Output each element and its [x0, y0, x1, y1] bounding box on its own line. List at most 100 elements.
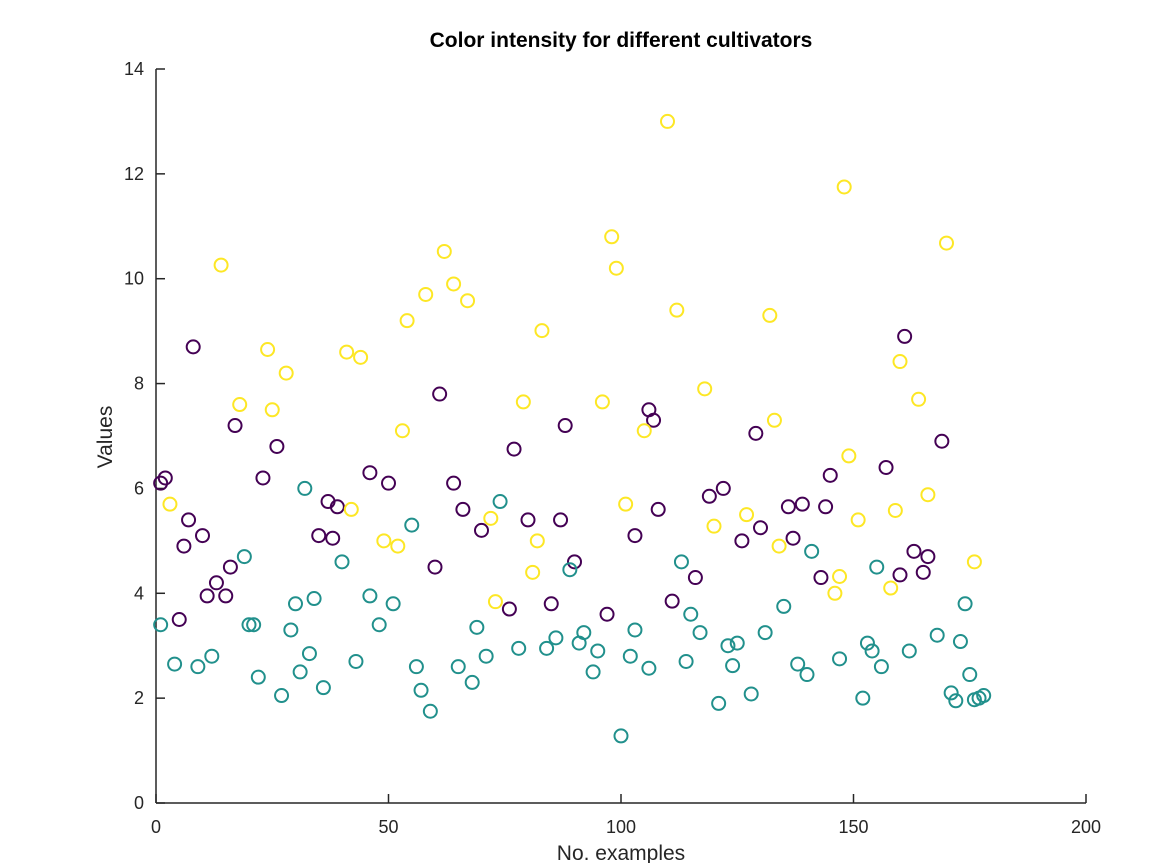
data-point: [408, 659, 424, 675]
data-point: [190, 659, 206, 675]
data-point: [167, 656, 183, 672]
data-point: [762, 307, 778, 323]
y-tick-label: 0: [134, 793, 144, 813]
data-point: [348, 653, 364, 669]
data-point: [464, 674, 480, 690]
data-point: [939, 235, 954, 251]
data-point: [204, 648, 220, 664]
data-point: [785, 530, 801, 546]
data-point: [836, 179, 852, 195]
data-point: [515, 394, 531, 410]
data-point: [892, 354, 908, 370]
x-tick-label: 200: [1071, 817, 1101, 837]
data-point: [362, 588, 378, 604]
data-point: [576, 625, 592, 641]
data-point: [288, 596, 303, 612]
y-tick-label: 12: [124, 164, 144, 184]
data-point: [646, 412, 662, 428]
data-point: [474, 522, 489, 538]
data-point: [548, 630, 564, 646]
data-point: [478, 648, 494, 664]
data-point: [697, 381, 713, 397]
data-point: [525, 564, 541, 580]
data-point: [757, 625, 773, 641]
data-point: [483, 510, 499, 526]
data-point: [669, 302, 685, 318]
data-point: [920, 487, 936, 503]
data-point: [920, 549, 936, 565]
data-point: [678, 653, 694, 669]
y-tick-label: 8: [134, 374, 144, 394]
data-point: [743, 686, 759, 702]
data-point: [948, 693, 964, 709]
y-tick-label: 14: [124, 59, 144, 79]
data-point: [311, 528, 327, 544]
series-2: [153, 480, 992, 744]
data-point: [339, 344, 355, 360]
data-point: [650, 501, 666, 517]
data-point: [687, 570, 703, 586]
data-point: [627, 622, 643, 638]
data-point: [185, 339, 201, 355]
data-point: [729, 635, 745, 651]
series-1: [153, 328, 950, 627]
data-point: [306, 591, 322, 607]
data-point: [585, 664, 601, 680]
data-point: [539, 640, 555, 656]
data-point: [952, 634, 968, 650]
data-point: [966, 554, 982, 570]
data-point: [232, 397, 248, 413]
data-point: [832, 651, 848, 667]
data-point: [171, 612, 187, 627]
data-point: [608, 260, 624, 276]
data-point: [264, 402, 280, 418]
data-point: [427, 559, 443, 575]
data-point: [911, 391, 927, 407]
data-point: [790, 656, 806, 672]
data-point: [557, 418, 573, 434]
data-point: [887, 502, 903, 518]
data-point: [832, 569, 848, 585]
data-point: [227, 418, 243, 434]
data-point: [208, 575, 224, 591]
x-tick-label: 50: [378, 817, 398, 837]
data-point: [794, 496, 810, 512]
data-point: [199, 588, 215, 604]
data-point: [506, 441, 522, 457]
data-point: [432, 386, 448, 402]
data-point: [720, 638, 736, 654]
data-point: [422, 703, 438, 719]
data-point: [362, 465, 378, 481]
data-point: [748, 425, 764, 441]
data-point: [553, 512, 569, 528]
data-point: [292, 664, 308, 680]
data-point: [780, 499, 796, 515]
data-point: [776, 598, 792, 614]
data-point: [301, 646, 317, 662]
data-point: [450, 659, 466, 675]
data-point: [520, 512, 536, 528]
data-point: [613, 728, 629, 744]
data-point: [269, 438, 285, 454]
data-point: [929, 627, 945, 643]
data-point: [334, 554, 350, 570]
data-point: [813, 570, 829, 586]
data-point: [664, 593, 680, 609]
data-point: [213, 257, 229, 273]
data-point: [413, 682, 429, 698]
data-point: [218, 588, 234, 604]
data-point: [827, 585, 843, 601]
data-point: [864, 643, 880, 659]
data-point: [162, 496, 178, 512]
y-tick-label: 2: [134, 688, 144, 708]
data-point: [590, 643, 606, 659]
data-point: [501, 601, 517, 617]
data-point: [343, 501, 359, 517]
data-points: [153, 113, 992, 744]
data-point: [315, 680, 331, 696]
data-point: [241, 617, 257, 633]
data-point: [766, 412, 782, 428]
data-point: [492, 494, 508, 510]
data-point: [446, 276, 462, 292]
data-point: [822, 467, 838, 483]
